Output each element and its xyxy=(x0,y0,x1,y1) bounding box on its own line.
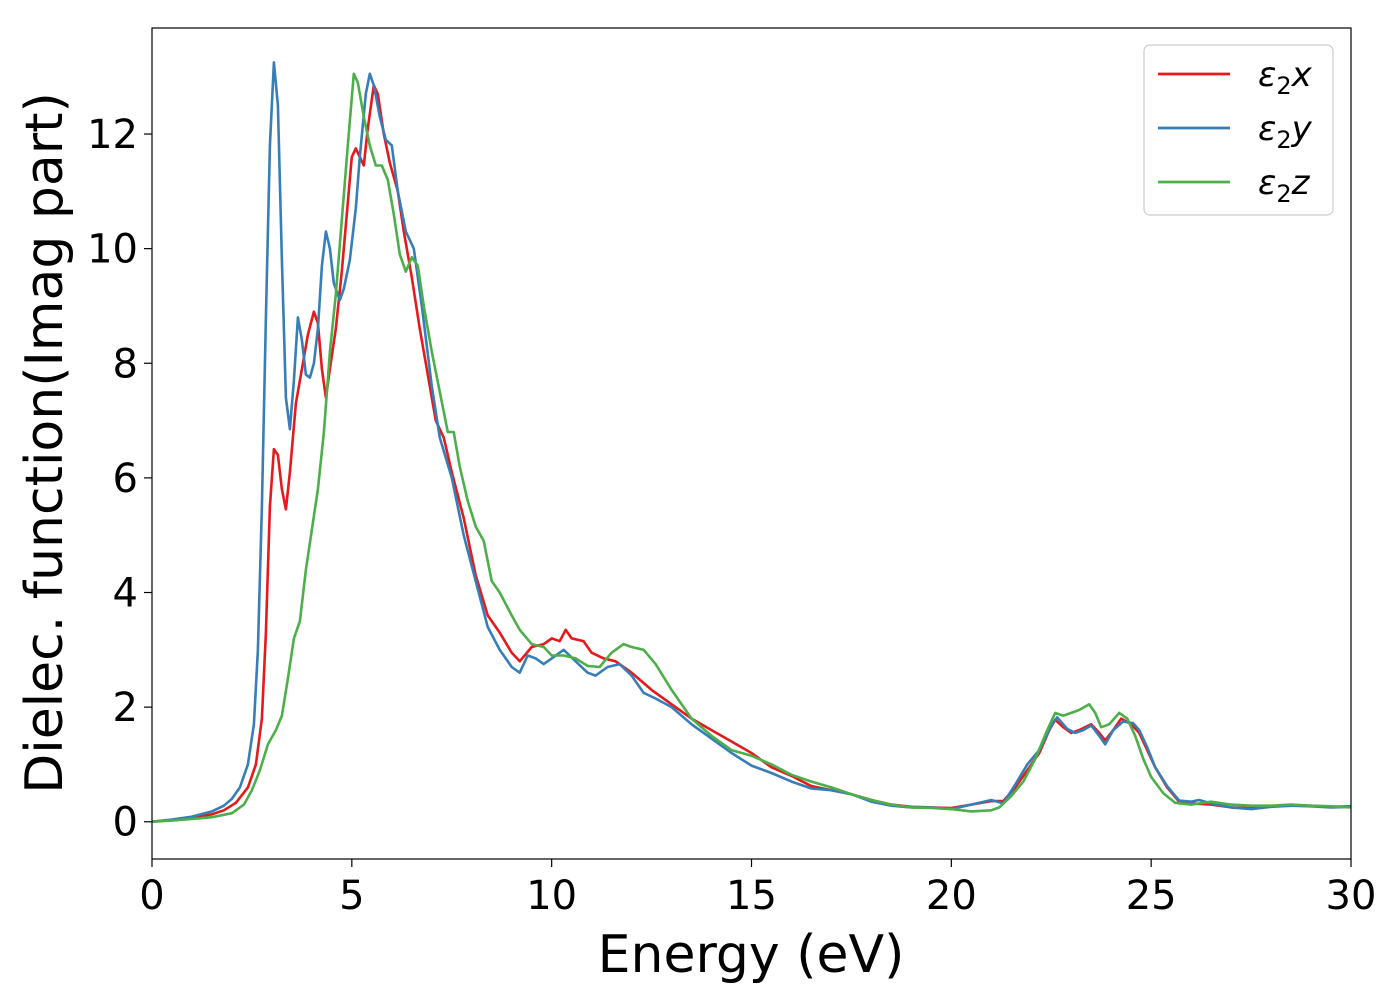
y-tick-label: 0 xyxy=(113,800,138,846)
x-tick-label: 15 xyxy=(726,873,777,919)
x-tick-label: 10 xyxy=(526,873,577,919)
x-tick-label: 0 xyxy=(139,873,164,919)
legend-label-z: ε2z xyxy=(1258,163,1311,208)
legend-label-x: ε2x xyxy=(1258,55,1313,100)
x-tick-label: 30 xyxy=(1326,873,1377,919)
y-tick-label: 12 xyxy=(87,112,138,158)
y-tick-label: 2 xyxy=(113,685,138,731)
series-layer xyxy=(152,61,1351,824)
y-tick-label: 6 xyxy=(113,456,138,502)
series-line-z xyxy=(152,72,1351,824)
x-tick-label: 25 xyxy=(1126,873,1177,919)
y-tick-label: 8 xyxy=(113,341,138,387)
y-tick-label: 10 xyxy=(87,227,138,273)
legend-label-y: ε2y xyxy=(1258,109,1313,154)
x-tick-label: 20 xyxy=(926,873,977,919)
series-line-y xyxy=(152,61,1351,824)
legend: ε2x ε2y ε2z xyxy=(1143,44,1334,216)
legend-box xyxy=(1143,44,1334,216)
x-axis-ticks: 0 5 10 15 20 25 30 xyxy=(139,859,1376,919)
y-tick-label: 4 xyxy=(113,571,138,617)
y-axis-title: Dielec. function(Imag part) xyxy=(15,92,75,794)
y-axis-ticks: 0 2 4 6 8 10 12 xyxy=(87,112,152,846)
x-tick-label: 5 xyxy=(339,873,364,919)
x-axis-title: Energy (eV) xyxy=(598,925,905,985)
series-line-x xyxy=(152,84,1351,824)
